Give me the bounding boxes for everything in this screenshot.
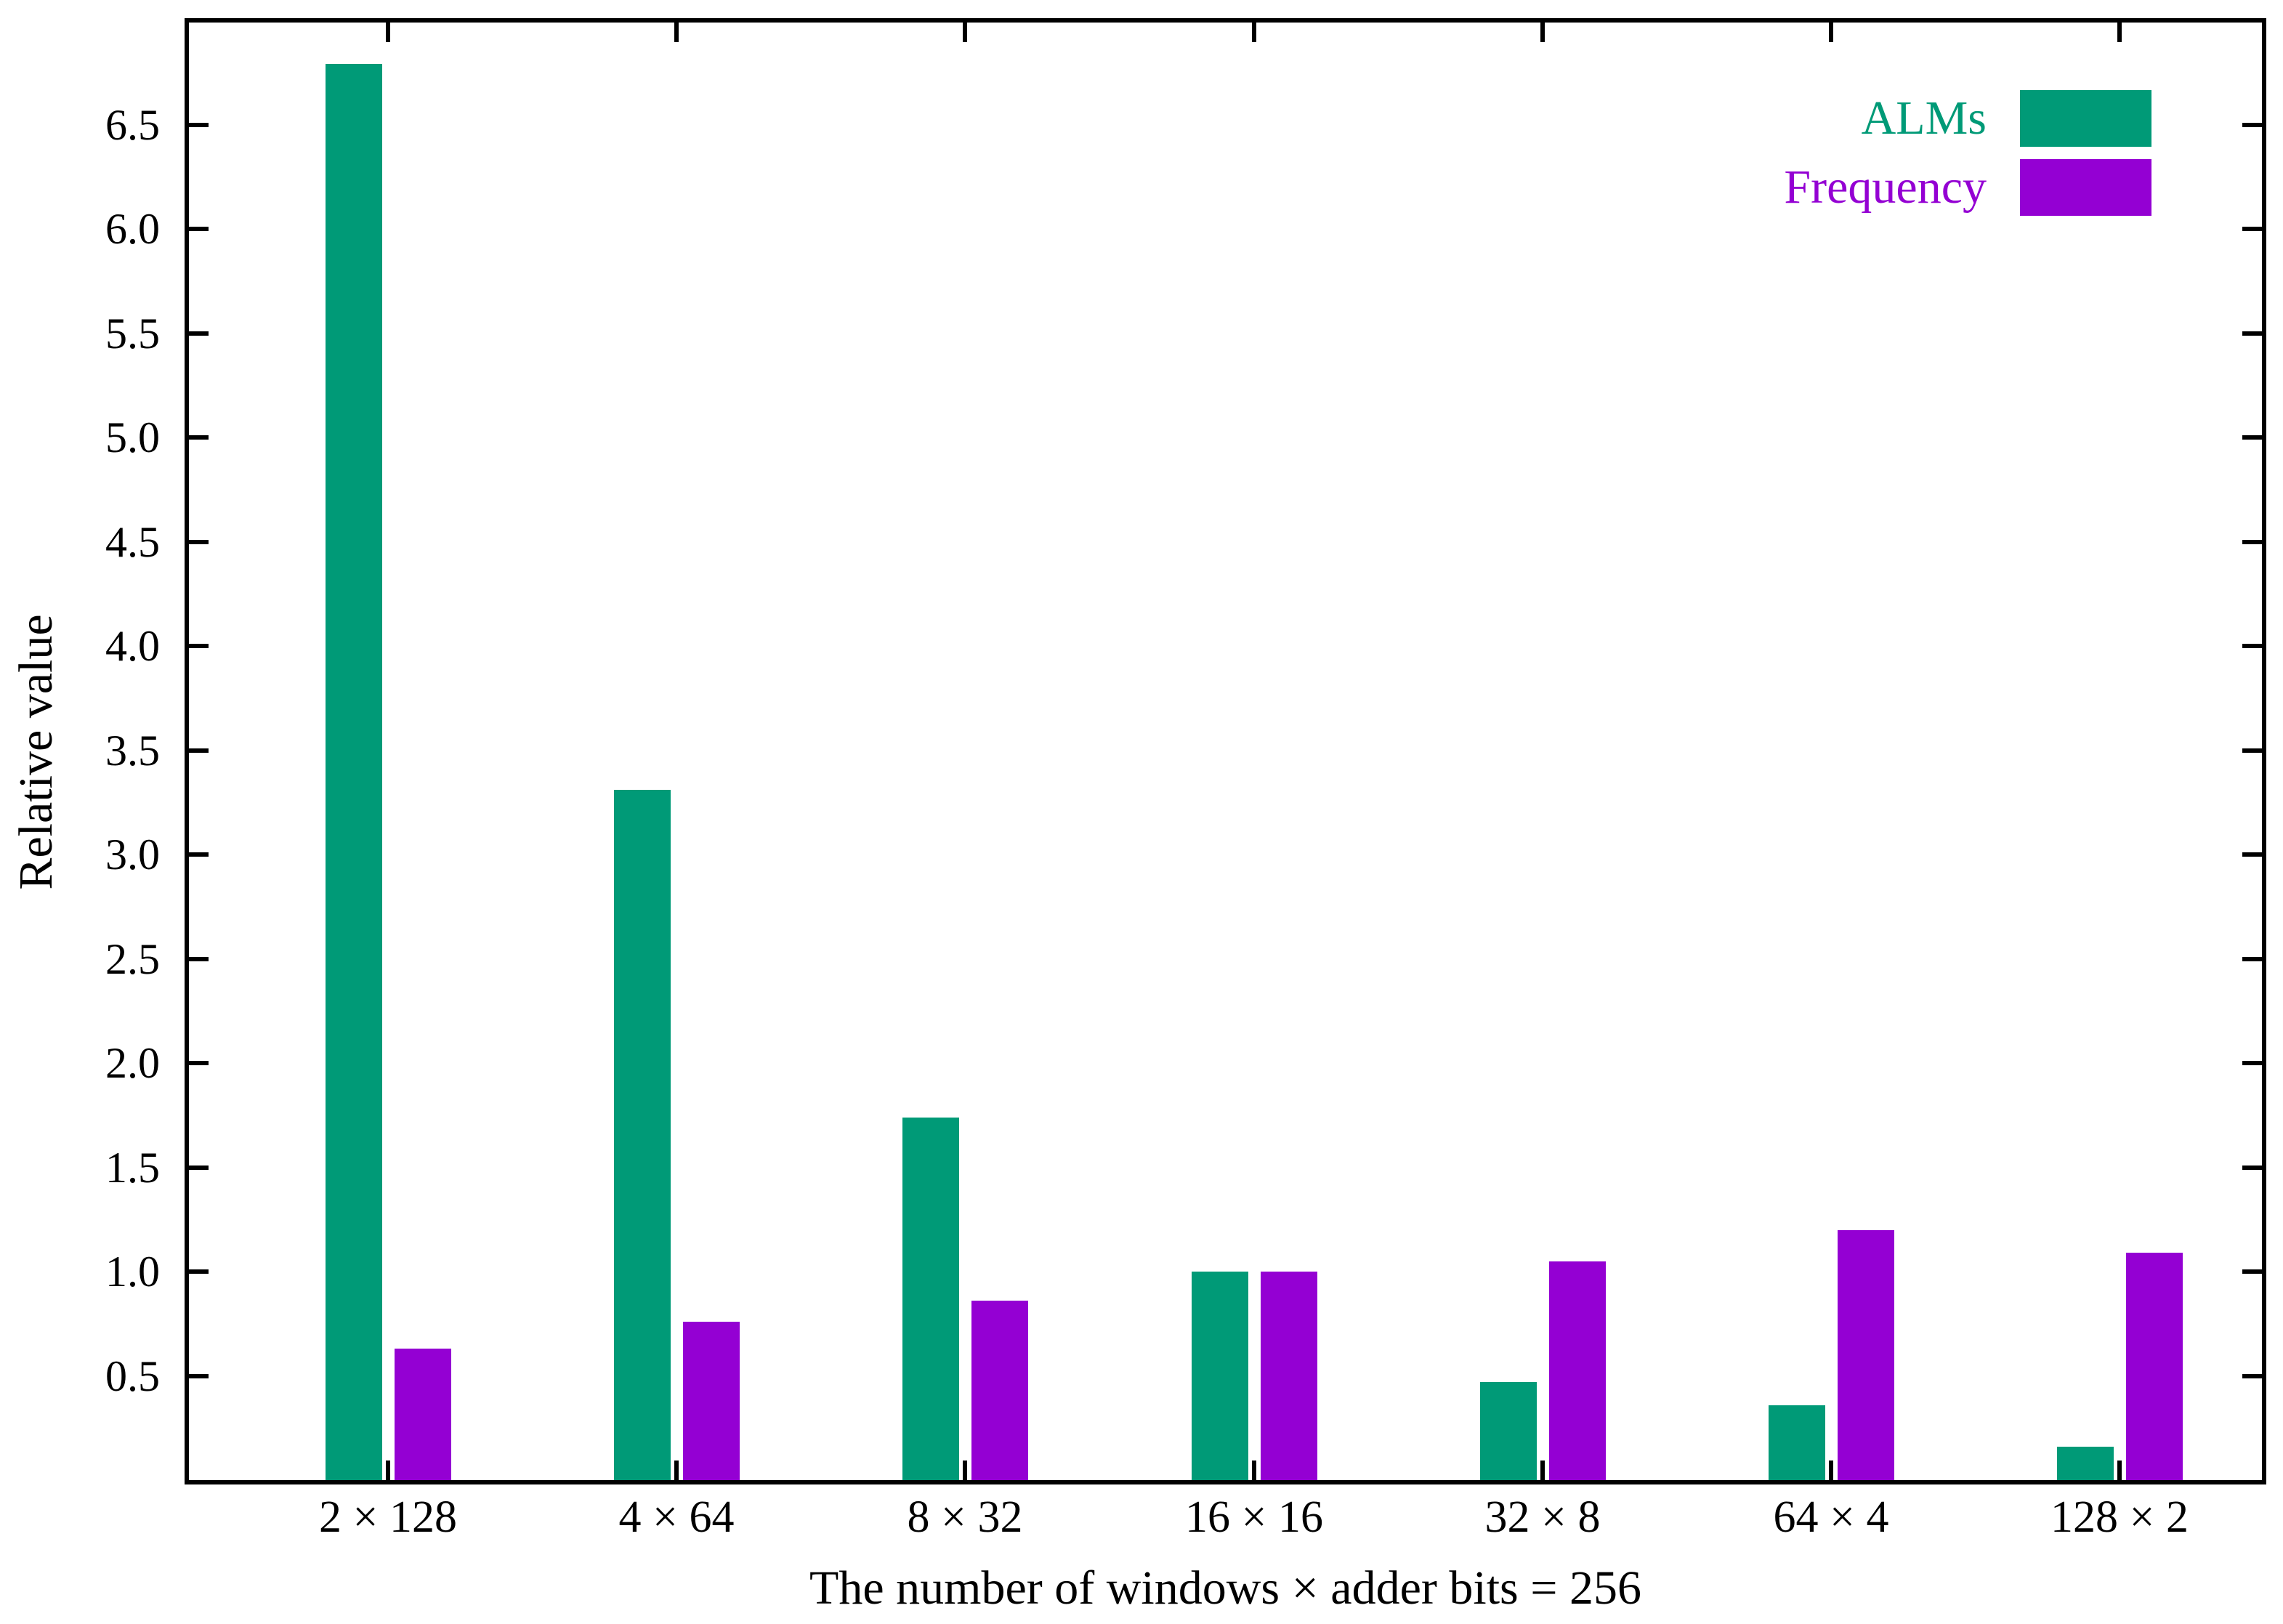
legend-label-alms: ALMs (1861, 92, 1987, 145)
bar-frequency-7 (2126, 1253, 2183, 1480)
bar-frequency-4 (1261, 1272, 1317, 1480)
x-tick-top (674, 23, 679, 42)
x-tick-bottom (1252, 1461, 1256, 1480)
x-tick-bottom (1829, 1461, 1833, 1480)
y-tick-left (189, 1269, 209, 1274)
y-tick-label: 2.0 (105, 1039, 160, 1087)
y-tick-right (2242, 540, 2262, 544)
legend-swatch-frequency (2020, 159, 2151, 216)
y-tick-label: 6.0 (105, 205, 160, 253)
x-tick-top (386, 23, 390, 42)
y-axis-title: Relative value (9, 614, 62, 890)
y-tick-right (2242, 1269, 2262, 1274)
x-tick-bottom (963, 1461, 967, 1480)
y-tick-right (2242, 331, 2262, 336)
bar-frequency-6 (1838, 1230, 1894, 1480)
plot-area (185, 18, 2266, 1484)
x-tick-bottom (386, 1461, 390, 1480)
y-tick-left (189, 852, 209, 857)
bar-alms-4 (1192, 1272, 1248, 1480)
y-tick-left (189, 957, 209, 961)
x-tick-top (1829, 23, 1833, 42)
y-tick-left (189, 644, 209, 648)
y-tick-right (2242, 435, 2262, 440)
x-tick-label: 32 × 8 (1484, 1492, 1601, 1542)
bar-alms-1 (326, 64, 382, 1480)
x-tick-top (2117, 23, 2122, 42)
x-tick-top (1252, 23, 1256, 42)
bar-alms-3 (902, 1118, 959, 1480)
x-tick-label: 64 × 4 (1773, 1492, 1889, 1542)
y-tick-label: 3.0 (105, 831, 160, 878)
x-tick-label: 4 × 64 (618, 1492, 735, 1542)
y-tick-label: 2.5 (105, 935, 160, 983)
y-tick-left (189, 1061, 209, 1065)
y-tick-right (2242, 1061, 2262, 1065)
x-tick-bottom (1540, 1461, 1545, 1480)
y-tick-right (2242, 1374, 2262, 1378)
bar-frequency-2 (683, 1322, 740, 1480)
x-tick-bottom (2117, 1461, 2122, 1480)
y-tick-left (189, 748, 209, 753)
y-tick-label: 5.5 (105, 310, 160, 357)
y-tick-left (189, 540, 209, 544)
y-tick-label: 6.5 (105, 101, 160, 149)
y-tick-left (189, 123, 209, 127)
x-tick-top (1540, 23, 1545, 42)
y-tick-right (2242, 852, 2262, 857)
y-tick-right (2242, 957, 2262, 961)
y-tick-left (189, 1374, 209, 1378)
y-tick-right (2242, 644, 2262, 648)
y-tick-label: 5.0 (105, 413, 160, 461)
x-tick-label: 128 × 2 (2050, 1492, 2189, 1542)
y-tick-left (189, 227, 209, 231)
y-tick-label: 3.5 (105, 727, 160, 775)
y-tick-left (189, 331, 209, 336)
bar-frequency-1 (395, 1349, 451, 1480)
x-tick-top (963, 23, 967, 42)
legend-swatch-alms (2020, 90, 2151, 147)
y-tick-right (2242, 123, 2262, 127)
y-tick-left (189, 435, 209, 440)
x-tick-label: 2 × 128 (319, 1492, 457, 1542)
bar-alms-7 (2057, 1447, 2114, 1480)
y-tick-label: 4.0 (105, 622, 160, 670)
x-tick-bottom (674, 1461, 679, 1480)
y-tick-right (2242, 227, 2262, 231)
y-tick-label: 1.0 (105, 1248, 160, 1296)
x-tick-label: 16 × 16 (1185, 1492, 1323, 1542)
bar-alms-6 (1769, 1405, 1825, 1480)
y-tick-right (2242, 1166, 2262, 1170)
bar-frequency-3 (971, 1301, 1028, 1480)
y-tick-label: 0.5 (105, 1352, 160, 1400)
y-tick-label: 1.5 (105, 1144, 160, 1192)
y-tick-left (189, 1166, 209, 1170)
x-axis-title: The number of windows × adder bits = 256 (809, 1562, 1641, 1615)
x-tick-label: 8 × 32 (907, 1492, 1023, 1542)
y-tick-right (2242, 748, 2262, 753)
y-tick-label: 4.5 (105, 518, 160, 566)
legend-label-frequency: Frequency (1784, 161, 1987, 214)
bar-alms-5 (1480, 1382, 1537, 1480)
bar-frequency-5 (1549, 1261, 1606, 1480)
bar-alms-2 (614, 790, 671, 1480)
